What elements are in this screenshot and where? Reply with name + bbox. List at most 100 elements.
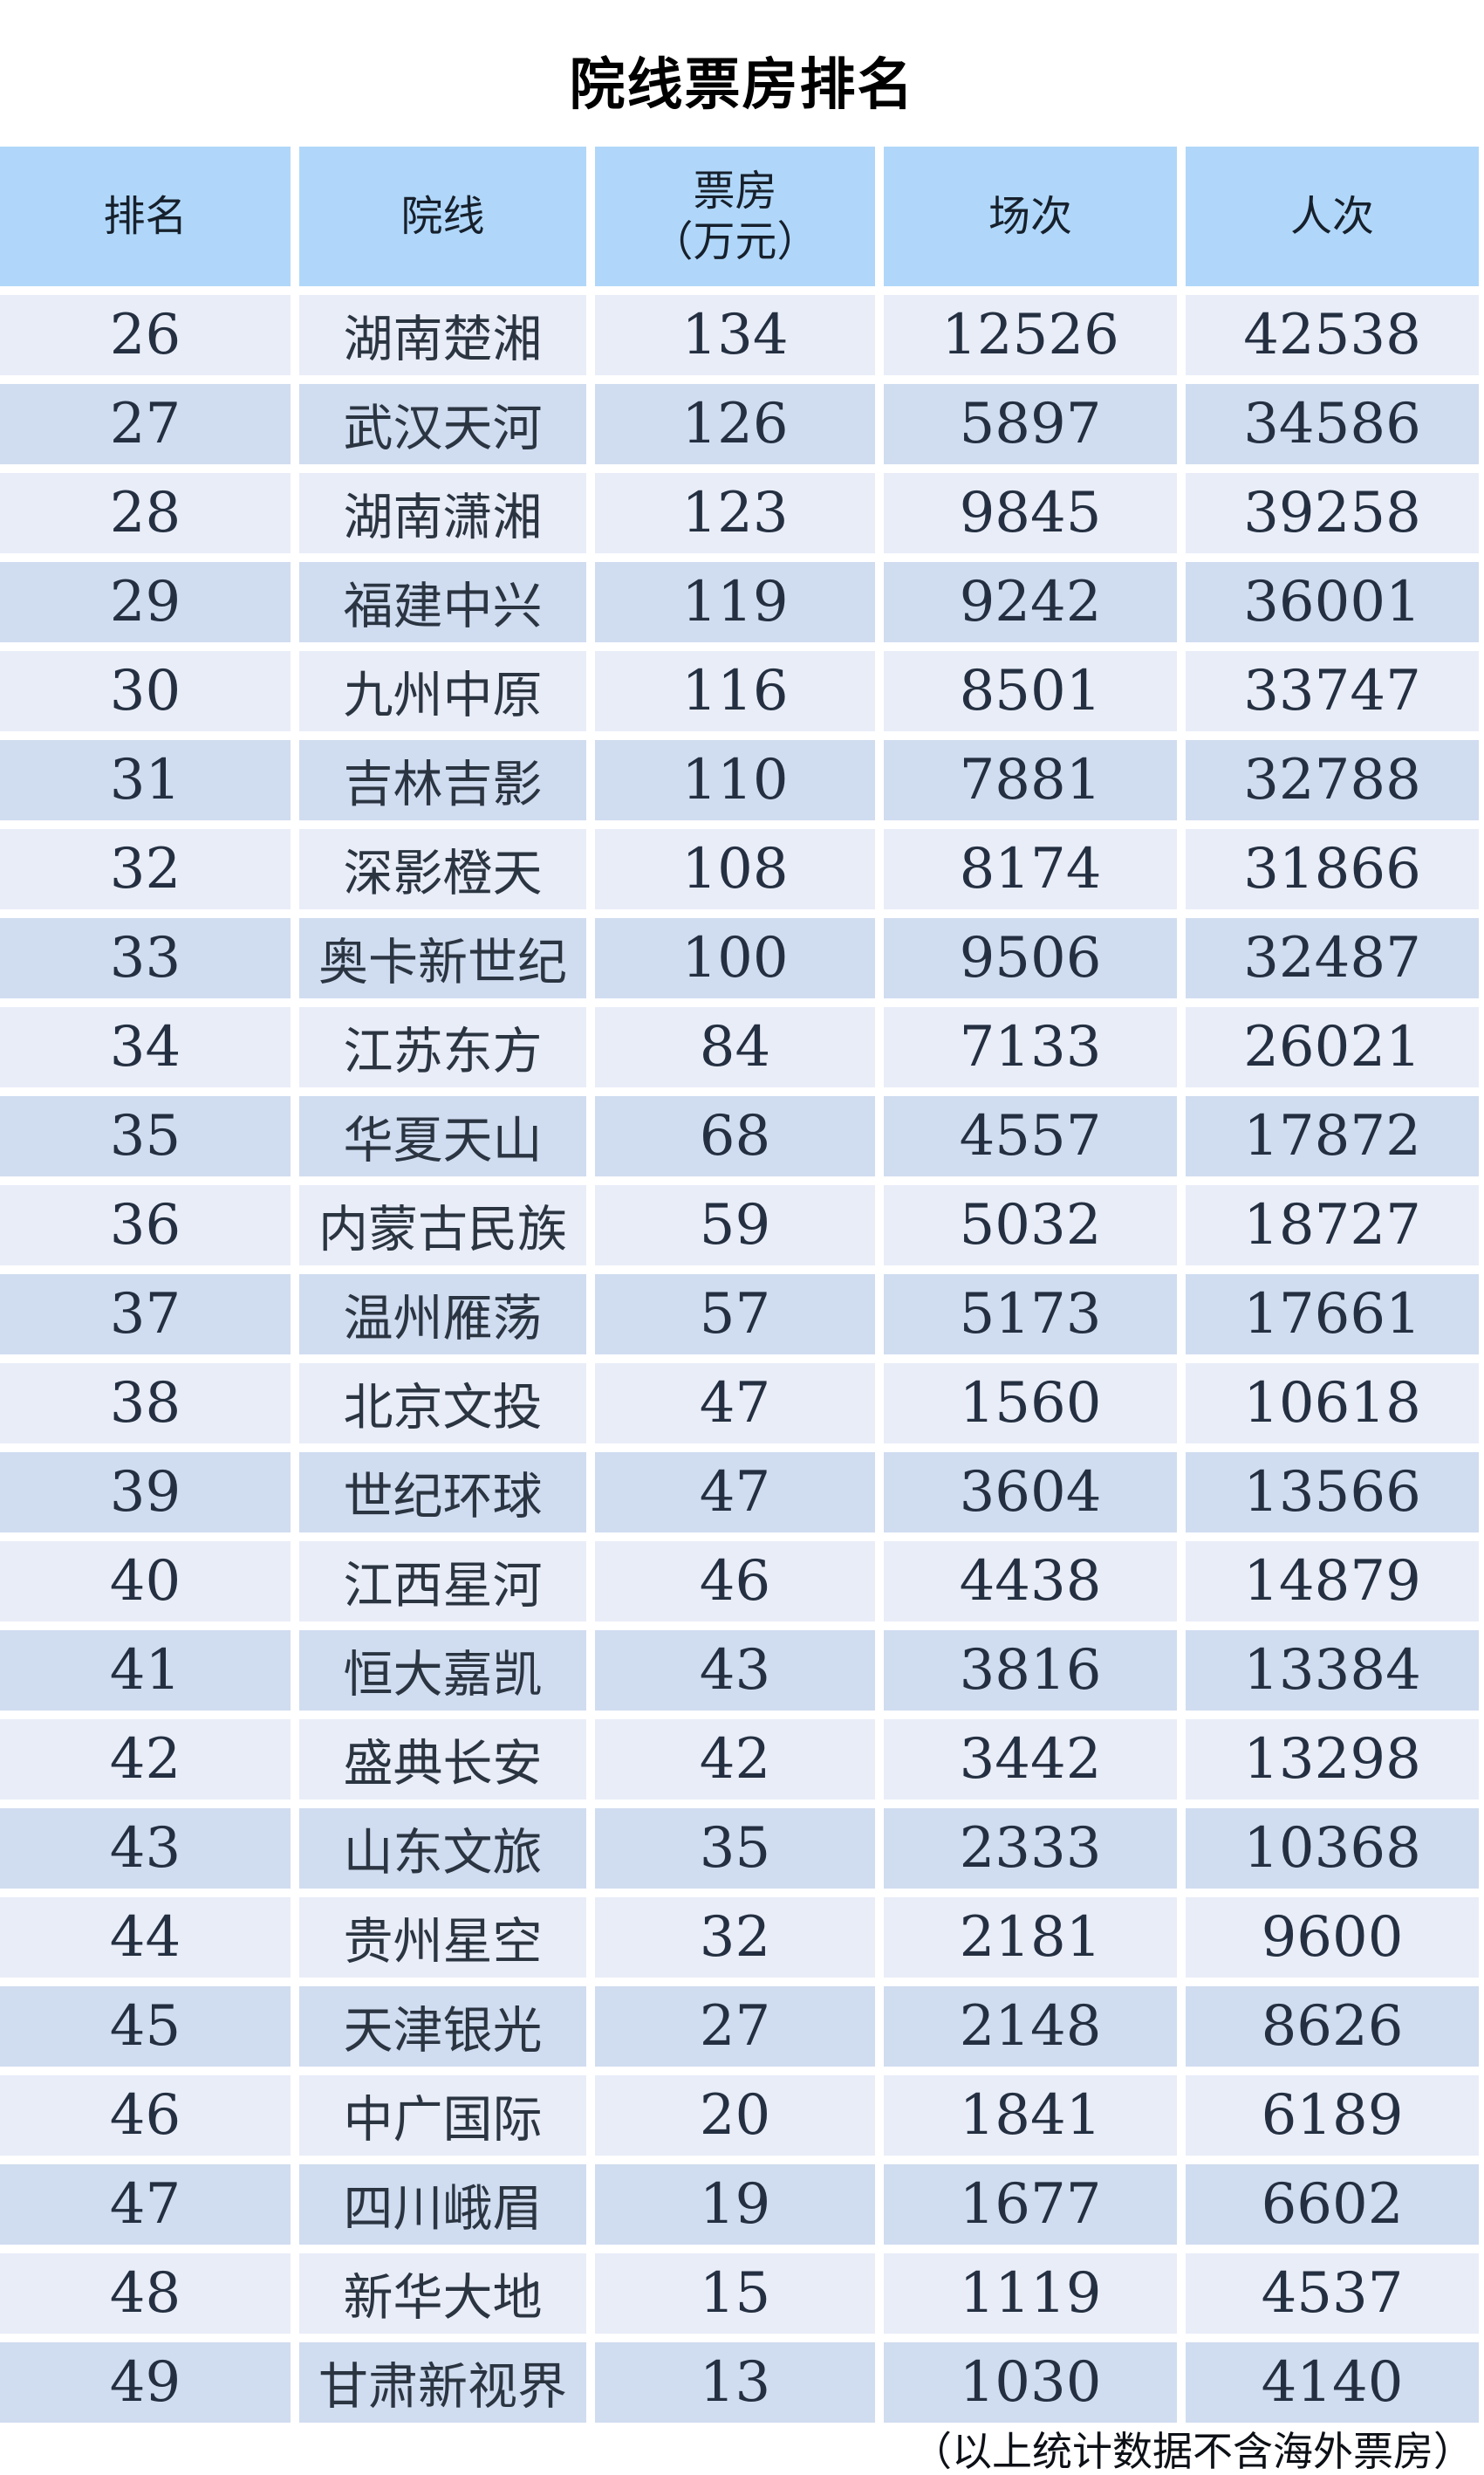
cell-sessions: 4557 [884, 1096, 1177, 1176]
cell-boxoffice: 27 [595, 1986, 875, 2067]
cell-chain: 贵州星空 [299, 1897, 586, 1978]
cell-sessions: 1560 [884, 1363, 1177, 1443]
cell-rank: 40 [0, 1541, 291, 1621]
cell-rank: 42 [0, 1719, 291, 1800]
cell-boxoffice: 47 [595, 1363, 875, 1443]
cell-chain: 江苏东方 [299, 1007, 586, 1087]
cell-sessions: 12526 [884, 295, 1177, 375]
cell-sessions: 7133 [884, 1007, 1177, 1087]
cell-admissions: 32788 [1186, 740, 1479, 820]
header-chain: 院线 [299, 147, 586, 286]
cell-rank: 27 [0, 384, 291, 464]
cell-admissions: 13384 [1186, 1630, 1479, 1711]
cell-boxoffice: 20 [595, 2075, 875, 2156]
cell-rank: 34 [0, 1007, 291, 1087]
cell-boxoffice: 126 [595, 384, 875, 464]
header-boxoffice-line2: （万元） [651, 217, 819, 266]
cell-rank: 38 [0, 1363, 291, 1443]
cell-sessions: 9506 [884, 918, 1177, 998]
cell-chain: 九州中原 [299, 651, 586, 731]
cell-admissions: 14879 [1186, 1541, 1479, 1621]
cell-chain: 世纪环球 [299, 1452, 586, 1532]
cell-sessions: 5897 [884, 384, 1177, 464]
cell-chain: 天津银光 [299, 1986, 586, 2067]
cell-boxoffice: 68 [595, 1096, 875, 1176]
cell-rank: 31 [0, 740, 291, 820]
cell-boxoffice: 108 [595, 829, 875, 909]
cell-admissions: 10368 [1186, 1808, 1479, 1889]
cell-rank: 36 [0, 1185, 291, 1265]
cell-rank: 29 [0, 562, 291, 642]
cell-sessions: 5032 [884, 1185, 1177, 1265]
footnote: （以上统计数据不含海外票房） [912, 2428, 1474, 2475]
cell-boxoffice: 123 [595, 473, 875, 553]
cell-rank: 47 [0, 2164, 291, 2245]
cell-chain: 湖南潇湘 [299, 473, 586, 553]
cell-boxoffice: 42 [595, 1719, 875, 1800]
cell-admissions: 17661 [1186, 1274, 1479, 1354]
cell-sessions: 3604 [884, 1452, 1177, 1532]
cell-chain: 恒大嘉凯 [299, 1630, 586, 1711]
page-title: 院线票房排名 [569, 53, 915, 118]
cell-admissions: 6189 [1186, 2075, 1479, 2156]
cell-boxoffice: 46 [595, 1541, 875, 1621]
cell-admissions: 4537 [1186, 2253, 1479, 2334]
cell-admissions: 34586 [1186, 384, 1479, 464]
cell-admissions: 8626 [1186, 1986, 1479, 2067]
cell-boxoffice: 84 [595, 1007, 875, 1087]
cell-rank: 28 [0, 473, 291, 553]
cell-rank: 30 [0, 651, 291, 731]
cell-sessions: 2333 [884, 1808, 1177, 1889]
cell-chain: 武汉天河 [299, 384, 586, 464]
cell-chain: 江西星河 [299, 1541, 586, 1621]
cell-sessions: 5173 [884, 1274, 1177, 1354]
cell-boxoffice: 43 [595, 1630, 875, 1711]
cell-rank: 45 [0, 1986, 291, 2067]
cell-rank: 46 [0, 2075, 291, 2156]
cell-rank: 39 [0, 1452, 291, 1532]
cell-boxoffice: 13 [595, 2342, 875, 2423]
cell-boxoffice: 110 [595, 740, 875, 820]
cell-admissions: 31866 [1186, 829, 1479, 909]
cell-rank: 49 [0, 2342, 291, 2423]
cell-sessions: 2181 [884, 1897, 1177, 1978]
cell-sessions: 8174 [884, 829, 1177, 909]
cell-chain: 奥卡新世纪 [299, 918, 586, 998]
cell-rank: 41 [0, 1630, 291, 1711]
cell-boxoffice: 57 [595, 1274, 875, 1354]
cell-boxoffice: 35 [595, 1808, 875, 1889]
cell-sessions: 9242 [884, 562, 1177, 642]
cell-admissions: 42538 [1186, 295, 1479, 375]
cell-admissions: 33747 [1186, 651, 1479, 731]
cell-chain: 华夏天山 [299, 1096, 586, 1176]
cell-admissions: 18727 [1186, 1185, 1479, 1265]
cell-sessions: 1030 [884, 2342, 1177, 2423]
cell-chain: 湖南楚湘 [299, 295, 586, 375]
cell-sessions: 1841 [884, 2075, 1177, 2156]
cell-chain: 深影橙天 [299, 829, 586, 909]
cell-rank: 48 [0, 2253, 291, 2334]
cell-admissions: 4140 [1186, 2342, 1479, 2423]
cell-admissions: 9600 [1186, 1897, 1479, 1978]
cell-boxoffice: 134 [595, 295, 875, 375]
cell-boxoffice: 32 [595, 1897, 875, 1978]
cell-rank: 26 [0, 295, 291, 375]
cell-sessions: 2148 [884, 1986, 1177, 2067]
cell-chain: 北京文投 [299, 1363, 586, 1443]
cell-chain: 甘肃新视界 [299, 2342, 586, 2423]
cell-chain: 内蒙古民族 [299, 1185, 586, 1265]
cell-admissions: 39258 [1186, 473, 1479, 553]
header-boxoffice-line1: 票房 [693, 167, 777, 216]
cell-admissions: 26021 [1186, 1007, 1479, 1087]
cell-admissions: 13566 [1186, 1452, 1479, 1532]
header-admissions: 人次 [1186, 147, 1479, 286]
cell-boxoffice: 15 [595, 2253, 875, 2334]
cell-admissions: 36001 [1186, 562, 1479, 642]
cell-admissions: 32487 [1186, 918, 1479, 998]
cell-boxoffice: 47 [595, 1452, 875, 1532]
cell-admissions: 17872 [1186, 1096, 1479, 1176]
cell-chain: 四川峨眉 [299, 2164, 586, 2245]
header-boxoffice: 票房 （万元） [595, 147, 875, 286]
cell-chain: 山东文旅 [299, 1808, 586, 1889]
